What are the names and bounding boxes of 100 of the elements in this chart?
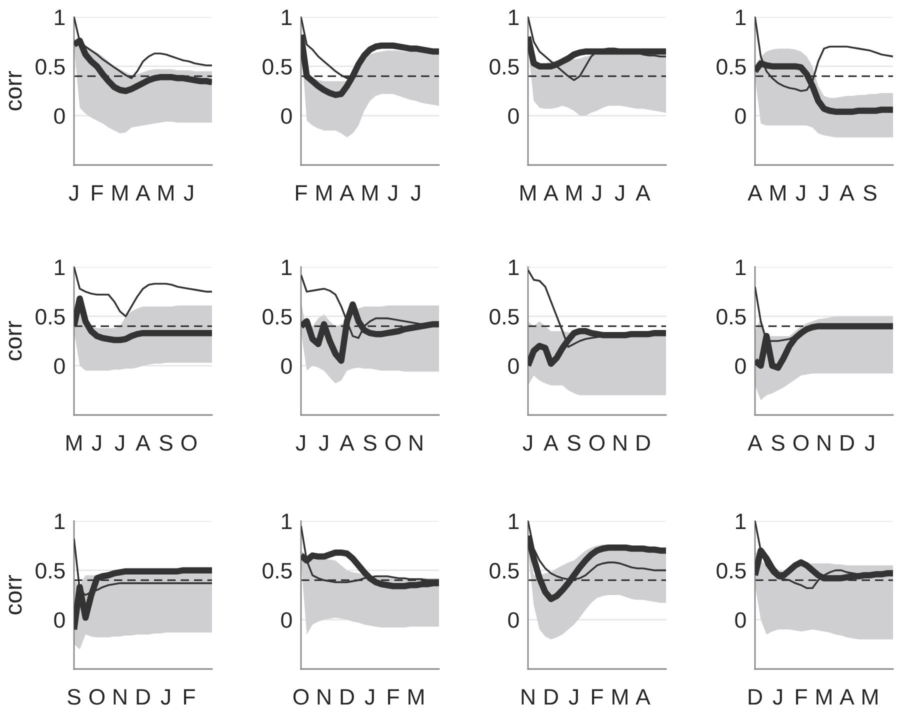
y-tick-label: 1 xyxy=(509,10,519,26)
x-tick-label: J xyxy=(522,435,532,451)
x-tick-label: M xyxy=(66,435,82,451)
x-tick-label: N xyxy=(318,689,330,705)
x-tick-label: S xyxy=(364,435,376,451)
x-tick-label: J xyxy=(592,185,601,201)
x-tick-label: A xyxy=(544,435,558,451)
x-tick-label: O xyxy=(181,435,197,451)
x-tick-label: M xyxy=(158,185,174,201)
y-tick-label: 1 xyxy=(55,10,65,26)
x-tick-label: A xyxy=(748,435,762,451)
y-tick-label: 0.5 xyxy=(716,562,746,579)
x-tick-label: S xyxy=(864,185,876,201)
x-tick-label: F xyxy=(92,185,103,201)
x-tick-label: M xyxy=(408,689,424,705)
x-tick-label: J xyxy=(364,689,374,705)
x-tick-label: S xyxy=(68,689,80,705)
x-tick-label: N xyxy=(410,435,422,451)
x-tick-label: F xyxy=(388,689,399,705)
y-tick-label: 1 xyxy=(509,514,519,530)
x-tick-label: A xyxy=(748,185,762,201)
x-tick-label: S xyxy=(568,435,580,451)
x-tick-label: N xyxy=(818,435,830,451)
y-axis-title: corr xyxy=(8,575,22,614)
x-tick-label: A xyxy=(840,689,854,705)
x-tick-label: D xyxy=(136,689,150,705)
y-tick-label: 0 xyxy=(54,108,65,124)
x-tick-label: A xyxy=(136,185,150,201)
x-tick-label: J xyxy=(296,435,305,451)
x-tick-label: A xyxy=(544,185,558,201)
y-tick-label: 0.5 xyxy=(36,308,65,325)
y-tick-label: 1 xyxy=(736,260,746,276)
x-tick-label: J xyxy=(114,435,124,451)
y-tick-label: 0.5 xyxy=(490,562,519,579)
y-tick-label: 1 xyxy=(282,514,292,530)
x-tick-label: F xyxy=(796,689,807,705)
y-axis-title: corr xyxy=(8,321,22,360)
x-tick-label: M xyxy=(112,185,128,201)
y-tick-label: 0 xyxy=(735,612,746,628)
x-tick-label: J xyxy=(318,435,328,451)
x-tick-label: M xyxy=(816,689,832,705)
x-tick-label: A xyxy=(340,185,354,201)
x-tick-label: J xyxy=(68,185,78,201)
x-tick-label: J xyxy=(184,185,193,201)
y-tick-label: 0 xyxy=(508,358,519,374)
y-tick-label: 1 xyxy=(282,260,292,276)
x-tick-label: M xyxy=(612,689,628,705)
y-tick-label: 1 xyxy=(736,514,746,530)
x-tick-label: A xyxy=(340,435,354,451)
x-tick-label: O xyxy=(793,435,809,451)
x-tick-label: S xyxy=(772,435,784,451)
x-tick-label: J xyxy=(796,185,805,201)
y-tick-label: 0 xyxy=(735,358,746,374)
x-tick-label: S xyxy=(160,435,172,451)
x-tick-label: A xyxy=(636,185,650,201)
x-tick-label: M xyxy=(862,689,878,705)
x-tick-label: J xyxy=(160,689,170,705)
x-tick-label: N xyxy=(522,689,534,705)
y-tick-label: 0.5 xyxy=(36,58,65,75)
x-tick-label: J xyxy=(92,435,101,451)
x-tick-label: M xyxy=(362,185,378,201)
x-tick-label: M xyxy=(316,185,332,201)
x-tick-label: F xyxy=(592,689,603,705)
x-tick-label: D xyxy=(340,689,354,705)
x-tick-label: J xyxy=(772,689,782,705)
y-tick-label: 0.5 xyxy=(262,308,292,325)
x-tick-label: J xyxy=(388,185,397,201)
x-tick-label: D xyxy=(840,435,854,451)
x-tick-label: A xyxy=(136,435,150,451)
y-tick-label: 0 xyxy=(281,612,292,628)
x-tick-label: D xyxy=(636,435,650,451)
y-tick-label: 0 xyxy=(735,108,746,124)
x-tick-label: O xyxy=(89,689,105,705)
x-tick-label: A xyxy=(636,689,650,705)
x-tick-label: D xyxy=(748,689,762,705)
x-tick-label: M xyxy=(566,185,582,201)
y-tick-label: 0.5 xyxy=(716,58,746,75)
y-tick-label: 0 xyxy=(54,612,65,628)
x-tick-label: N xyxy=(614,435,626,451)
x-tick-label: M xyxy=(520,185,536,201)
x-tick-label: M xyxy=(770,185,786,201)
y-tick-label: 1 xyxy=(55,514,65,530)
y-tick-label: 0.5 xyxy=(36,562,65,579)
y-tick-label: 1 xyxy=(736,10,746,26)
x-tick-label: J xyxy=(410,185,420,201)
x-tick-label: O xyxy=(589,435,605,451)
x-tick-label: J xyxy=(818,185,828,201)
y-tick-label: 1 xyxy=(55,260,65,276)
x-tick-label: J xyxy=(568,689,578,705)
x-tick-label: J xyxy=(614,185,624,201)
y-tick-label: 0 xyxy=(281,108,292,124)
y-tick-label: 0 xyxy=(508,108,519,124)
y-tick-label: 1 xyxy=(509,260,519,276)
y-tick-label: 0.5 xyxy=(490,58,519,75)
y-tick-label: 0 xyxy=(54,358,65,374)
x-tick-label: D xyxy=(544,689,558,705)
x-tick-label: N xyxy=(114,689,126,705)
y-tick-label: 0.5 xyxy=(490,308,519,325)
x-tick-label: O xyxy=(293,689,309,705)
y-tick-label: 1 xyxy=(282,10,292,26)
